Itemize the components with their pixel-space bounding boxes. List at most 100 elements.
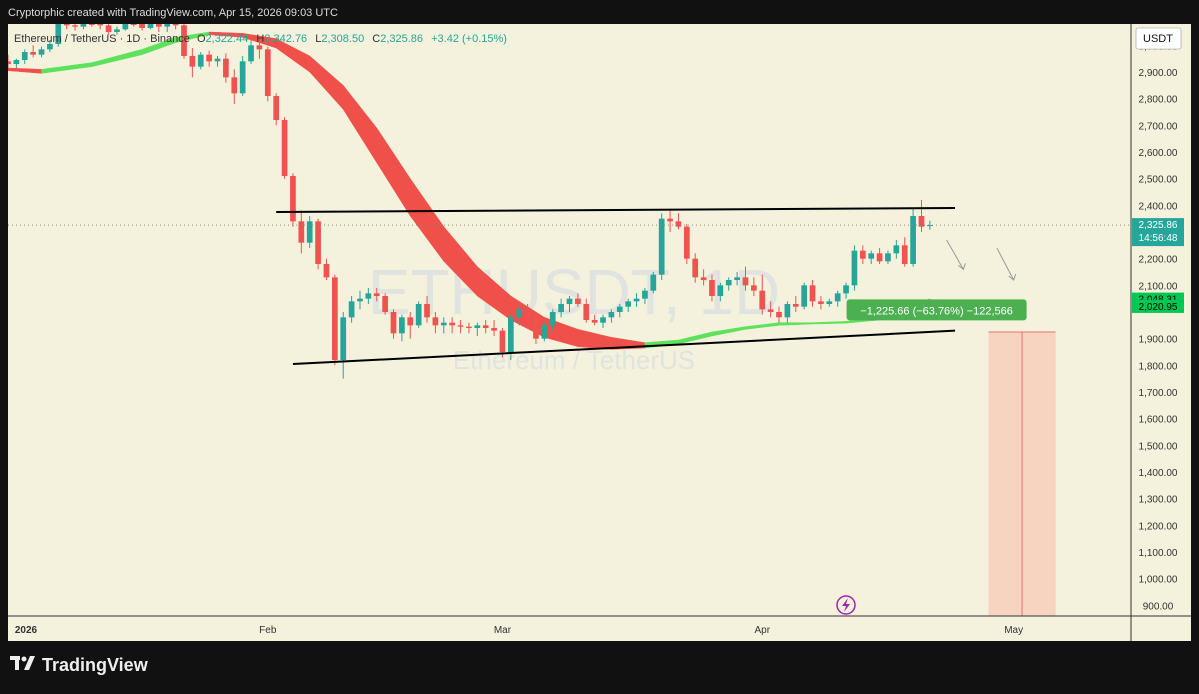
candle <box>809 280 816 307</box>
candle <box>449 317 456 334</box>
candle <box>331 274 338 366</box>
candle <box>792 296 799 312</box>
candle-body <box>105 25 112 32</box>
candle <box>482 320 489 334</box>
price-chart[interactable]: ETHUSDT, 1D Ethereum / TetherUS −1,225.6… <box>5 24 1191 641</box>
candle-body <box>709 280 715 296</box>
candle-body <box>457 325 464 327</box>
candle <box>466 322 472 334</box>
price-tick-label: 1,800.00 <box>1139 361 1178 372</box>
candle <box>700 269 707 286</box>
candle-body <box>650 274 657 291</box>
candle-body <box>197 54 204 67</box>
trendline-layer[interactable] <box>276 207 956 365</box>
price-tick-label: 2,200.00 <box>1139 255 1178 266</box>
candle <box>751 277 757 296</box>
price-tag-box <box>1132 299 1184 313</box>
candle-body <box>549 312 556 326</box>
candle-body <box>600 317 606 323</box>
candle <box>927 220 933 230</box>
candle-body <box>876 253 883 262</box>
price-tag-value: 2,020.95 <box>1139 302 1178 313</box>
candle <box>415 301 422 328</box>
candle <box>72 24 78 31</box>
candle <box>876 248 883 264</box>
candle <box>130 24 137 27</box>
ohlc-legend-text: Ethereum / TetherUS · 1D · Binance O2,32… <box>14 33 507 45</box>
candle <box>533 312 539 344</box>
candle-body <box>608 312 615 318</box>
candle <box>164 24 171 32</box>
candle <box>306 216 313 248</box>
arrow-head <box>958 263 966 271</box>
candle-body <box>88 24 95 25</box>
time-axis[interactable]: 2026 Feb Mar Apr May <box>15 625 1023 636</box>
candle-body <box>30 52 36 55</box>
price-tick-label: 1,400.00 <box>1139 468 1178 479</box>
price-axis[interactable]: 3,000.002,900.002,800.002,700.002,600.00… <box>1139 41 1178 612</box>
candle <box>675 213 682 230</box>
candle-body <box>784 304 791 318</box>
candle-body <box>248 45 254 62</box>
candle-body <box>499 330 506 352</box>
currency-box[interactable] <box>1135 27 1182 50</box>
time-tick-label: Apr <box>754 625 770 636</box>
candle <box>717 282 724 302</box>
candle <box>256 42 263 59</box>
ohlc-high-key: H <box>256 33 264 45</box>
currency-label: USDT <box>1143 33 1173 45</box>
measure-label-text: −1,225.66 (−63.76%) −122,566 <box>860 305 1013 317</box>
candle <box>231 69 238 104</box>
tradingview-brand[interactable]: TradingView <box>10 655 148 676</box>
candle-body <box>566 298 573 304</box>
candle-body <box>776 312 782 318</box>
candle <box>591 314 598 326</box>
candle <box>13 58 20 68</box>
candle-body <box>181 25 187 56</box>
price-tag-value: 2,325.86 <box>1139 220 1178 231</box>
candle-body <box>767 309 774 312</box>
candle <box>21 49 28 64</box>
candle <box>625 298 632 312</box>
candle-body <box>859 250 866 259</box>
candle <box>239 56 246 96</box>
candle <box>373 288 380 302</box>
candle <box>105 24 112 35</box>
candle <box>88 24 95 27</box>
candle-body <box>348 301 355 318</box>
flash-icon-bolt <box>842 598 850 612</box>
candle <box>600 314 606 328</box>
candle-body <box>751 285 757 291</box>
price-tick-label: 2,500.00 <box>1139 175 1178 186</box>
candle <box>38 46 45 58</box>
candle-body <box>147 24 154 28</box>
candle-body <box>331 277 338 360</box>
candle-body <box>885 253 891 262</box>
flash-icon[interactable] <box>836 595 856 615</box>
price-tick-label: 1,600.00 <box>1139 415 1178 426</box>
candle-body <box>290 176 296 222</box>
brand-name: TradingView <box>42 655 148 675</box>
candle <box>709 274 715 302</box>
flash-icon-ring <box>836 595 856 615</box>
ohlc-close-value: 2,325.86 <box>380 33 423 45</box>
candle <box>608 309 615 323</box>
attribution-text: Cryptorphic created with TradingView.com… <box>8 7 338 19</box>
price-tick-label: 2,700.00 <box>1139 121 1178 132</box>
candle-body <box>156 24 162 27</box>
candle-body <box>449 322 456 326</box>
measure-label[interactable]: −1,225.66 (−63.76%) −122,566 <box>846 299 1027 321</box>
candle-body <box>541 325 548 339</box>
candle-body <box>172 24 179 26</box>
candle <box>281 117 288 179</box>
candle-body <box>440 322 447 326</box>
arrow-annotations <box>946 239 1017 281</box>
candle-body <box>231 77 238 94</box>
candle <box>826 298 833 307</box>
candle <box>357 290 363 310</box>
chart-frame[interactable]: ETHUSDT, 1D Ethereum / TetherUS −1,225.6… <box>5 24 1191 641</box>
candle <box>172 24 179 30</box>
candle-body <box>851 250 858 286</box>
candle-body <box>223 58 229 78</box>
candle <box>818 296 824 310</box>
